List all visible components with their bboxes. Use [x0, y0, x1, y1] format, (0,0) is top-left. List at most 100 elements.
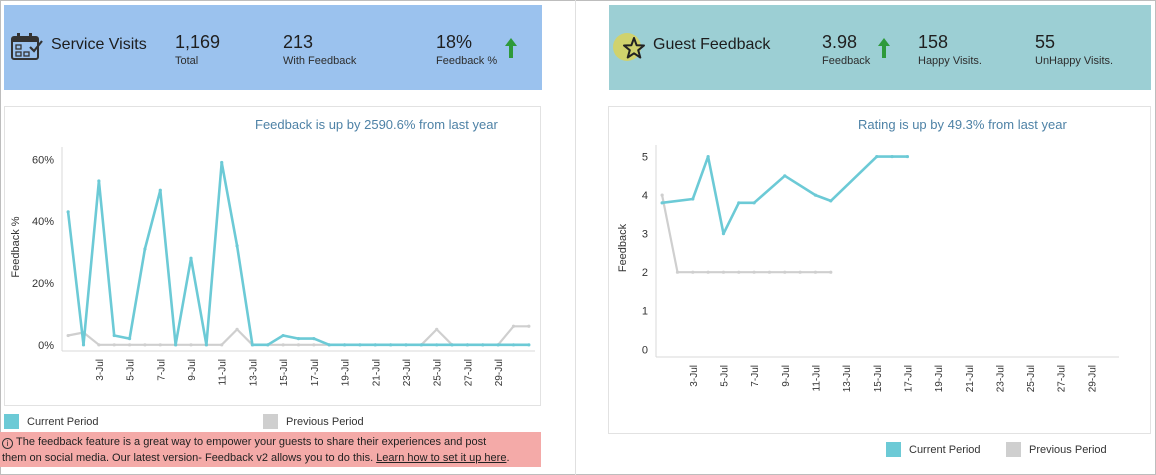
current-period-point: [373, 343, 377, 347]
x-tick-label: 21-Jul: [371, 359, 382, 386]
guest-feedback-kpi: Guest Feedback 3.98 Feedback 158 Happy V…: [609, 5, 1151, 90]
current-period-point: [435, 343, 439, 347]
x-tick-label: 29-Jul: [494, 359, 505, 386]
y-tick-label: 20%: [32, 278, 54, 290]
column-divider: [575, 0, 576, 475]
x-tick-label: 15-Jul: [873, 365, 884, 392]
previous-period-swatch: [263, 414, 278, 429]
total-visits-metric: 1,169 Total: [175, 32, 220, 67]
y-tick-label: 1: [642, 306, 648, 318]
with-feedback-value: 213: [283, 32, 314, 52]
previous-period-point: [97, 343, 101, 347]
with-feedback-metric: 213 With Feedback: [283, 32, 356, 67]
current-period-point: [905, 154, 910, 159]
x-tick-label: 13-Jul: [842, 365, 853, 392]
x-tick-label: 21-Jul: [965, 365, 976, 392]
feedback-percent-value: 18%: [436, 32, 473, 52]
feedback-rating-metric: 3.98 Feedback: [822, 32, 870, 67]
previous-period-point: [127, 343, 132, 347]
unhappy-visits-label: UnHappy Visits.: [1035, 55, 1114, 67]
current-period-point: [465, 343, 470, 347]
legend-current-label: Current Period: [27, 415, 99, 428]
previous-period-point: [691, 270, 695, 274]
previous-period-point: [706, 270, 710, 274]
current-period-point: [235, 244, 239, 248]
info-icon: i: [2, 438, 13, 449]
current-period-point: [389, 343, 393, 347]
with-feedback-label: With Feedback: [283, 55, 357, 67]
happy-visits-label: Happy Visits.: [918, 55, 982, 67]
legend-previous-label: Previous Period: [1029, 443, 1107, 456]
current-period-point: [81, 343, 86, 347]
total-visits-label: Total: [175, 55, 199, 67]
x-tick-label: 25-Jul: [433, 359, 444, 386]
y-tick-label: 60%: [32, 154, 54, 166]
x-tick-label: 19-Jul: [341, 359, 352, 386]
service-visits-kpi: Service Visits 1,169 Total 213 With Feed…: [4, 5, 542, 90]
feedback-rating-label: Feedback: [822, 55, 871, 67]
trend-up-arrow-icon: [878, 38, 890, 58]
previous-period-point: [783, 270, 787, 274]
x-tick-label: 23-Jul: [995, 365, 1006, 392]
current-period-point: [312, 337, 316, 341]
x-tick-label: 7-Jul: [156, 359, 167, 381]
y-axis-title: Feedback %: [10, 216, 22, 277]
previous-period-point: [721, 270, 726, 274]
current-period-point: [250, 343, 255, 347]
current-period-point: [143, 247, 147, 251]
y-tick-label: 4: [642, 190, 648, 202]
previous-period-point: [112, 343, 116, 347]
banner-line-1: i The feedback feature is a great way to …: [2, 434, 541, 450]
feedback-rating-value: 3.98: [822, 32, 858, 52]
current-period-point: [296, 337, 301, 341]
previous-period-line: [661, 194, 831, 274]
previous-period-point: [813, 270, 818, 274]
x-tick-label: 3-Jul: [95, 359, 106, 381]
y-tick-label: 2: [642, 267, 648, 279]
y-tick-label: 40%: [32, 216, 54, 228]
previous-period-point: [66, 333, 70, 338]
right-legend-previous: Previous Period: [1006, 442, 1107, 457]
x-tick-label: 23-Jul: [402, 359, 413, 386]
current-period-point: [496, 343, 500, 347]
x-tick-label: 13-Jul: [248, 359, 259, 386]
current-period-point: [281, 333, 285, 338]
current-period-point: [706, 154, 710, 159]
legend-previous-label: Previous Period: [286, 415, 364, 428]
setup-help-link[interactable]: Learn how to set it up here: [376, 452, 507, 464]
y-tick-label: 5: [642, 152, 648, 164]
x-tick-label: 19-Jul: [934, 365, 945, 392]
current-period-point: [327, 343, 331, 347]
current-period-point: [404, 343, 408, 347]
previous-period-point: [767, 270, 772, 274]
y-axis-title: Feedback: [617, 223, 629, 272]
y-tick-label: 3: [642, 229, 648, 241]
current-period-point: [220, 160, 224, 165]
current-period-point: [481, 343, 485, 347]
current-period-point: [112, 333, 116, 338]
current-period-line: [66, 161, 529, 347]
previous-period-line: [67, 325, 529, 346]
x-tick-label: 3-Jul: [689, 365, 700, 387]
x-tick-label: 27-Jul: [463, 359, 474, 386]
current-period-point: [419, 343, 423, 347]
x-tick-label: 27-Jul: [1057, 365, 1068, 392]
feedback-percent-chart-panel: Feedback is up by 2590.6% from last year…: [4, 106, 541, 406]
current-period-point: [450, 343, 454, 347]
trend-up-arrow-icon: [505, 38, 517, 58]
current-period-point: [875, 154, 879, 159]
right-legend-current: Current Period: [886, 442, 981, 457]
banner-line-2: them on social media. Our latest version…: [2, 450, 541, 466]
current-period-point: [783, 174, 787, 178]
previous-period-point: [737, 270, 741, 274]
y-tick-label: 0%: [38, 340, 54, 352]
current-period-swatch: [886, 442, 901, 457]
calendar-check-icon: [11, 33, 43, 60]
banner-text-end: .: [506, 452, 510, 464]
previous-period-swatch: [1006, 442, 1021, 457]
previous-period-point: [143, 343, 147, 347]
current-period-point: [890, 154, 894, 159]
x-tick-label: 17-Jul: [903, 365, 914, 392]
previous-period-point: [527, 324, 531, 328]
current-period-point: [66, 210, 70, 214]
